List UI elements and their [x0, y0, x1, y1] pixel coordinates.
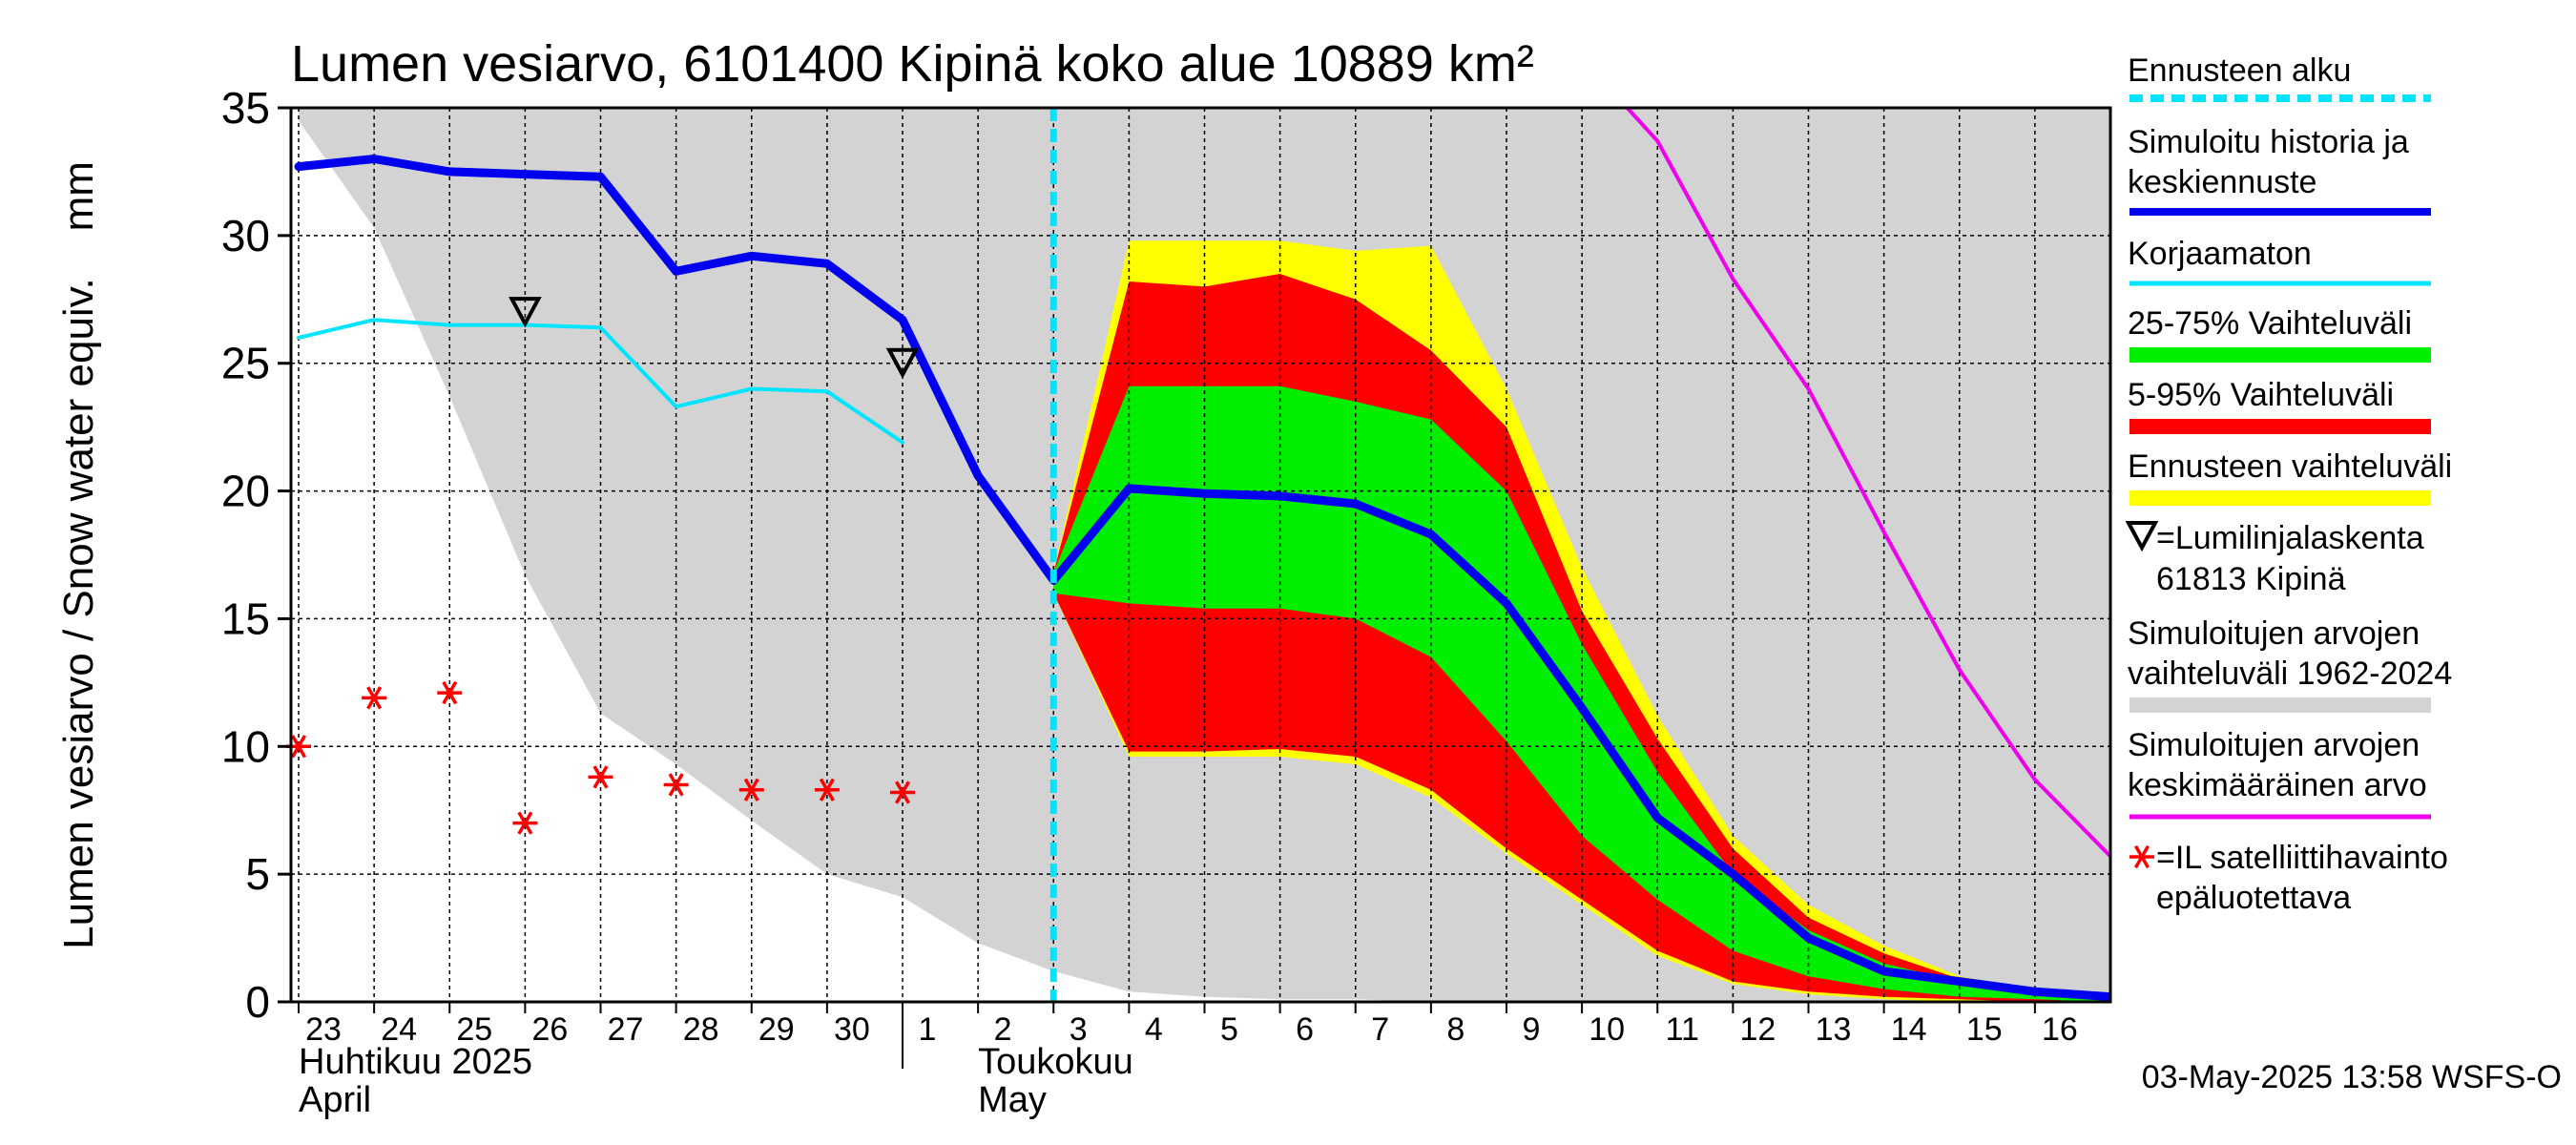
x-tick-label: 10: [1589, 1011, 1625, 1048]
y-tick-label: 30: [221, 211, 270, 260]
legend-item-forecast_range: Ennusteen vaihteluväli: [2128, 448, 2452, 506]
simulated-series-line: [294, 155, 2110, 1002]
x-tick-label: 15: [1966, 1011, 2003, 1048]
y-tick-label: 20: [221, 467, 270, 516]
y-tick-label: 5: [245, 849, 270, 899]
month-label-april-fi: Huhtikuu 2025: [299, 1042, 532, 1082]
timestamp: 03-May-2025 13:58 WSFS-O: [2142, 1059, 2562, 1095]
x-tick-label: 29: [758, 1011, 795, 1048]
asterisk-stroke: [517, 811, 533, 835]
legend-label: Korjaamaton: [2128, 236, 2312, 272]
legend-swatch-asterisk: [2129, 844, 2154, 869]
x-tick-label: 27: [608, 1011, 644, 1048]
asterisk-stroke: [894, 781, 911, 804]
x-tick-label: 1: [919, 1011, 937, 1048]
asterisk-stroke: [2133, 844, 2150, 869]
asterisk-stroke: [743, 778, 759, 802]
x-tick-label: 25: [456, 1011, 492, 1048]
month-label-april-en: April: [299, 1080, 371, 1120]
y-axis-label: Lumen vesiarvo / Snow water equiv. mm: [55, 161, 102, 949]
asterisk-stroke: [442, 680, 458, 705]
satellite-observation-point: [814, 778, 840, 802]
legend-item-satellite: =IL satelliittihavainto epäluotettava: [2129, 840, 2448, 916]
x-tick-label: 2: [994, 1011, 1012, 1048]
x-tick-label: 16: [2042, 1011, 2078, 1048]
y-tick-label: 25: [221, 339, 270, 388]
asterisk-stroke: [668, 773, 684, 797]
x-tick-label: 24: [381, 1011, 417, 1048]
satellite-observation-point: [663, 773, 689, 797]
x-tick-label: 5: [1220, 1011, 1238, 1048]
asterisk-stroke: [290, 735, 307, 759]
month-label-may-en: May: [978, 1080, 1047, 1120]
asterisk-stroke: [592, 765, 609, 789]
satellite-observation-point: [437, 680, 463, 705]
legend-swatch-triangle: [2125, 521, 2159, 552]
legend-label: epäluotettava: [2156, 880, 2351, 916]
snowline-marker: [509, 297, 542, 328]
legend-label: Simuloitujen arvojen: [2128, 727, 2420, 763]
legend-label: Simuloitu historia ja: [2128, 124, 2409, 160]
y-tick-label: 35: [221, 83, 270, 133]
satellite-observation-point: [362, 686, 387, 710]
x-tick-label: 8: [1446, 1011, 1465, 1048]
plot-content: [291, 108, 2110, 1002]
satellite-observation-point: [512, 811, 538, 835]
legend-item-hist_mean: Simuloitujen arvojen keskimääräinen arvo: [2128, 727, 2431, 820]
snowline-marker: [885, 347, 920, 379]
asterisk-stroke: [366, 686, 383, 710]
legend-label: Simuloitujen arvojen: [2128, 615, 2420, 652]
legend-label: keskimääräinen arvo: [2128, 767, 2427, 803]
legend-item-p5_95: 5-95% Vaihteluväli: [2128, 377, 2431, 434]
x-tick-label: 28: [683, 1011, 719, 1048]
legend-item-uncorrected: Korjaamaton: [2128, 236, 2431, 286]
x-tick-label: 11: [1666, 1011, 1699, 1048]
chart-title: Lumen vesiarvo, 6101400 Kipinä koko alue…: [291, 35, 1534, 93]
satellite-observation-point: [588, 765, 613, 789]
y-tick-label: 0: [245, 977, 270, 1027]
legend-item-simulated: Simuloitu historia ja keskiennuste: [2128, 124, 2431, 216]
x-tick-label: 7: [1371, 1011, 1389, 1048]
legend-label: 5-95% Vaihteluväli: [2128, 377, 2394, 413]
legend-label: Ennusteen vaihteluväli: [2128, 448, 2452, 485]
x-tick-label: 13: [1816, 1011, 1852, 1048]
legend-item-forecast_start: Ennusteen alku: [2128, 52, 2431, 102]
plot-area: [286, 108, 2110, 1002]
satellite-observation-point: [738, 778, 764, 802]
legend: Ennusteen alku Simuloitu historia ja keski…: [2125, 52, 2452, 916]
legend-label: =Lumilinjalaskenta: [2156, 520, 2424, 556]
x-tick-label: 6: [1296, 1011, 1314, 1048]
legend-label: =IL satelliittihavainto: [2156, 840, 2448, 876]
legend-label: keskiennuste: [2128, 164, 2316, 200]
p25-75-band: [1053, 385, 2110, 1002]
x-tick-label: 4: [1145, 1011, 1163, 1048]
legend-label: 25-75% Vaihteluväli: [2128, 305, 2412, 342]
x-tick-label: 3: [1070, 1011, 1088, 1048]
x-tick-label: 26: [531, 1011, 568, 1048]
legend-label: Ennusteen alku: [2128, 52, 2351, 89]
legend-item-p25_75: 25-75% Vaihteluväli: [2128, 305, 2431, 363]
asterisk-stroke: [819, 778, 835, 802]
historical-mean-line: [1625, 108, 2110, 859]
legend-item-snowline: =Lumilinjalaskenta 61813 Kipinä: [2125, 520, 2424, 597]
month-label-may-fi: Toukokuu: [978, 1042, 1133, 1082]
x-tick-label: 9: [1523, 1011, 1541, 1048]
legend-item-hist_range: Simuloitujen arvojen vaihteluväli 1962-20…: [2128, 615, 2452, 713]
uncorrected-series-line: [297, 318, 904, 445]
legend-label: 61813 Kipinä: [2156, 561, 2346, 597]
legend-label: vaihteluväli 1962-2024: [2128, 656, 2452, 692]
x-tick-label: 30: [834, 1011, 870, 1048]
plot-frame: [289, 106, 2112, 1004]
y-tick-label: 15: [221, 593, 270, 643]
x-tick-label: 12: [1739, 1011, 1776, 1048]
y-tick-label: 10: [221, 721, 270, 771]
x-tick-label: 14: [1891, 1011, 1927, 1048]
satellite-observation-point: [890, 781, 915, 804]
x-tick-label: 23: [305, 1011, 342, 1048]
